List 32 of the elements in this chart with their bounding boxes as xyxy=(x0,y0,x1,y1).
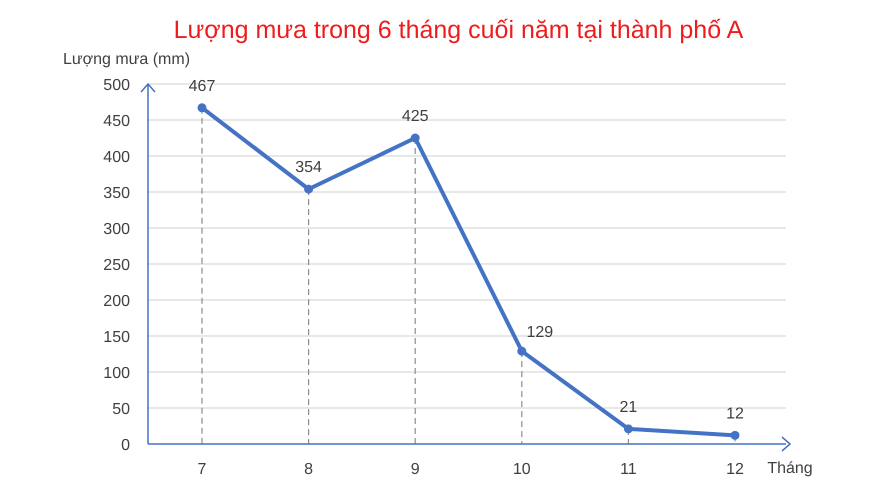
y-tick-label: 450 xyxy=(103,113,130,130)
x-tick-label: 9 xyxy=(410,461,420,478)
y-tick-label: 100 xyxy=(103,365,130,382)
y-tick-label: 150 xyxy=(103,329,130,346)
y-tick-label: 400 xyxy=(103,149,130,166)
y-tick-label: 500 xyxy=(103,77,130,94)
data-label: 12 xyxy=(726,405,744,422)
data-label: 467 xyxy=(188,78,216,95)
y-tick-label: 50 xyxy=(112,401,130,418)
y-tick-label: 0 xyxy=(121,437,130,454)
x-tick-label: 8 xyxy=(304,461,314,478)
x-tick-label: 7 xyxy=(198,461,207,478)
y-axis-title: Lượng mưa (mm) xyxy=(63,51,190,68)
x-tick-label: 11 xyxy=(620,461,637,478)
point xyxy=(198,103,206,112)
point xyxy=(624,424,633,434)
chart-title: Lượng mưa trong 6 tháng cuối năm tại thành phố A xyxy=(174,16,744,44)
y-tick-label: 300 xyxy=(103,221,130,238)
y-tick-label: 200 xyxy=(103,293,130,310)
point xyxy=(517,346,526,356)
point xyxy=(730,430,740,440)
x-tick-label: 10 xyxy=(512,461,531,478)
point xyxy=(304,184,314,194)
x-axis-title: Tháng xyxy=(767,460,813,477)
y-tick-label: 350 xyxy=(103,185,130,202)
y-tick-label: 250 xyxy=(103,257,130,274)
data-label: 129 xyxy=(526,324,554,342)
x-tick-label: 12 xyxy=(726,461,744,478)
data-label: 21 xyxy=(620,398,638,416)
point xyxy=(410,134,420,142)
data-label: 354 xyxy=(295,159,322,176)
data-label: 425 xyxy=(402,108,429,125)
